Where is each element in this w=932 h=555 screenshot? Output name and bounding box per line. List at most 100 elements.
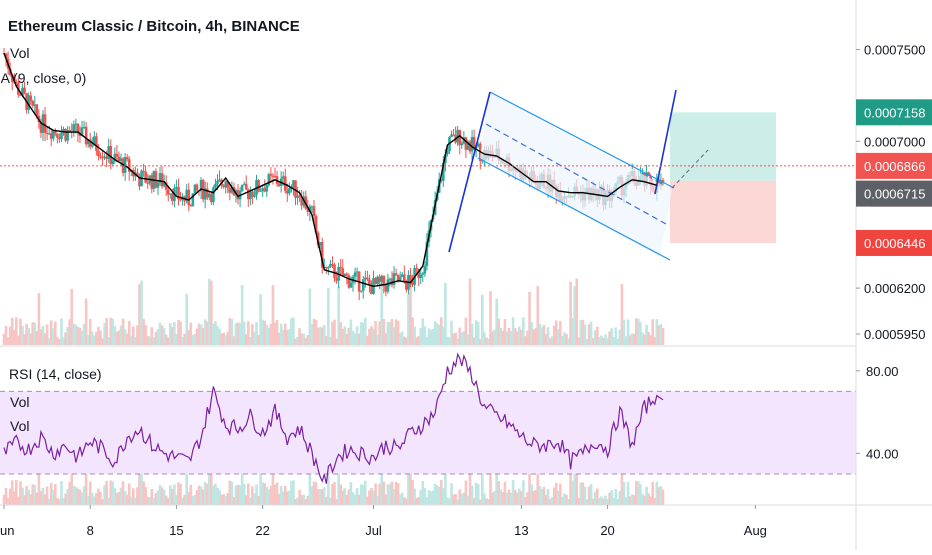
candle-body — [308, 206, 312, 212]
volume-bar — [6, 337, 10, 345]
volume-bar — [468, 278, 472, 345]
volume-bar — [403, 336, 406, 345]
candle-body — [318, 242, 322, 246]
volume-bar — [571, 317, 574, 345]
rsi-volume-bar — [320, 489, 324, 505]
position-zones — [670, 112, 776, 243]
rsi-panel — [0, 345, 856, 484]
rsi-volume-bar — [154, 493, 158, 505]
rsi-volume-bar — [197, 485, 201, 505]
rsi-volume-bar — [132, 488, 135, 505]
rsi-volume-bar — [25, 486, 28, 505]
rsi-volume-bar — [661, 489, 665, 505]
volume-bar — [483, 332, 486, 345]
volume-bar — [10, 317, 14, 345]
rsi-volume-bar — [353, 494, 357, 505]
candle-body — [51, 130, 55, 139]
rsi-volume-bar — [296, 497, 299, 505]
volume-bar — [400, 331, 404, 345]
rsi-volume-bar — [234, 485, 238, 505]
rsi-volume-bar — [575, 445, 579, 505]
candle-body — [283, 176, 287, 191]
candle-body — [439, 179, 443, 181]
volume-bar — [142, 318, 145, 345]
volume-bar — [216, 325, 219, 345]
candle-body — [370, 284, 373, 295]
rsi-volume-bar — [359, 484, 363, 505]
price-tick-label: 0.0007000 — [864, 134, 925, 149]
volume-bar — [386, 321, 390, 345]
rsi-volume-bar — [649, 496, 652, 505]
candle-body — [249, 191, 252, 200]
volume-bar — [485, 337, 488, 345]
rsi-volume-bar — [452, 494, 455, 505]
volume-bar — [8, 326, 12, 345]
volume-bar — [152, 337, 156, 345]
volume-bar — [589, 321, 593, 345]
rsi-volume-bar — [368, 490, 371, 505]
volume-bar — [497, 318, 501, 345]
rsi-volume-bar — [39, 490, 43, 505]
volume-bar — [228, 318, 232, 345]
target-price-badge-bg — [856, 99, 932, 126]
volume-bar — [655, 319, 659, 345]
rsi-volume-bar — [175, 495, 178, 505]
candle-body — [64, 129, 67, 141]
volume-bar — [657, 325, 661, 345]
volume-bar — [372, 328, 375, 345]
rsi-volume-bar — [376, 495, 379, 505]
rsi-volume-bar — [409, 447, 412, 505]
volume-bar — [325, 335, 328, 345]
rsi-volume-bar — [579, 482, 583, 505]
rsi-volume-bar — [134, 497, 137, 505]
rsi-volume-bar — [41, 487, 45, 505]
rsi-volume-bar — [546, 488, 550, 505]
candle-body — [353, 272, 357, 277]
volume-bar — [637, 318, 640, 345]
volume-bar — [448, 337, 451, 345]
candle-body — [144, 171, 147, 183]
volume-bars — [2, 278, 665, 505]
volume-bar — [532, 329, 535, 345]
volume-bar — [563, 332, 566, 345]
volume-bar — [439, 317, 443, 345]
ma-line — [3, 52, 657, 288]
rsi-volume-bar — [413, 488, 416, 505]
candle-body — [470, 136, 474, 152]
candle-body — [33, 104, 37, 106]
volume-bar — [522, 317, 525, 345]
volume-bar — [472, 337, 476, 345]
candle-body — [39, 122, 43, 133]
rsi-volume-bar — [205, 483, 209, 505]
rsi-volume-bar — [306, 496, 310, 505]
volume-bar — [351, 330, 355, 345]
rsi-volume-bar — [224, 496, 228, 505]
volume-bar — [331, 321, 334, 345]
volume-bar — [559, 321, 562, 345]
rsi-volume-bar — [8, 488, 12, 505]
ma-price-badge-bg — [856, 180, 932, 207]
candle-body — [222, 185, 225, 188]
volume-bar — [487, 338, 490, 345]
volume-bar — [232, 336, 236, 345]
candle-body — [450, 134, 453, 138]
rsi-volume-bar — [113, 488, 117, 505]
candle-body — [376, 276, 379, 284]
volume-bar — [290, 318, 293, 345]
candle-body — [76, 123, 80, 134]
rsi-volume-bar — [240, 450, 244, 505]
volume-bar — [645, 324, 648, 345]
volume-bar — [503, 319, 507, 345]
rsi-volume-bar — [17, 496, 20, 505]
volume-bar — [19, 318, 22, 345]
rsi-volume-bar — [431, 490, 435, 505]
rsi-volume-bar — [641, 493, 644, 505]
volume-bar — [427, 328, 431, 345]
time-tick-label: Jul — [365, 523, 382, 538]
volume-bar — [259, 293, 262, 345]
rsi-volume-bar — [181, 497, 184, 505]
volume-bar — [320, 327, 324, 345]
rsi-volume-bar — [203, 481, 207, 505]
rsi-volume-bar — [470, 485, 474, 505]
